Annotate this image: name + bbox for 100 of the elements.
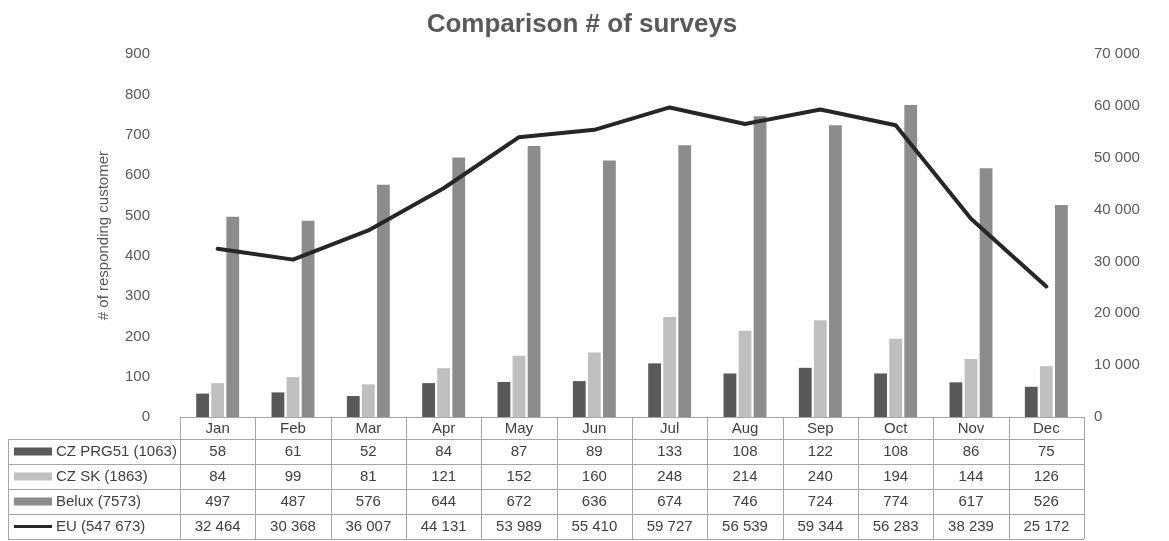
bar	[829, 125, 842, 417]
y-tick-label: 300	[124, 286, 150, 304]
data-label: 52	[359, 441, 377, 459]
bar	[1024, 386, 1038, 417]
data-label: 214	[732, 466, 758, 484]
data-label: 25 172	[1023, 516, 1070, 534]
data-label: 774	[883, 491, 909, 509]
y-tick-label: 900	[124, 44, 150, 62]
data-label: 121	[431, 466, 457, 484]
data-label: 87	[510, 441, 528, 459]
y-tick-label: 0	[141, 407, 150, 425]
bar	[211, 383, 225, 417]
bar	[452, 157, 466, 417]
data-label: 44 131	[420, 516, 467, 534]
y-tick-label: 200	[124, 326, 150, 344]
data-label: 108	[883, 441, 909, 459]
x-tick-label: Apr	[431, 419, 456, 437]
bar	[979, 168, 993, 417]
bar	[587, 352, 601, 417]
x-tick-label: Mar	[355, 419, 382, 437]
bar	[346, 396, 360, 417]
bar	[904, 104, 918, 417]
data-label: 58	[209, 441, 227, 459]
data-label: 59 344	[797, 516, 844, 534]
bar	[527, 146, 541, 417]
legend-label: EU (547 673)	[56, 516, 146, 534]
data-label: 636	[581, 491, 607, 509]
bar	[422, 383, 435, 417]
y2-tick-label: 50 000	[1094, 148, 1140, 165]
bar	[377, 184, 390, 417]
data-label: 674	[657, 491, 683, 509]
data-label: 194	[883, 466, 909, 484]
data-label: 36 007	[345, 516, 392, 534]
x-tick-label: Oct	[883, 419, 909, 437]
bar	[813, 320, 827, 417]
x-tick-label: Jun	[582, 419, 607, 437]
x-tick-label: May	[504, 419, 534, 437]
x-tick-label: Dec	[1032, 419, 1061, 437]
y2-tick-label: 40 000	[1094, 199, 1140, 217]
y2-tick-label: 70 000	[1094, 44, 1140, 62]
data-label: 672	[506, 491, 532, 509]
data-label: 32 464	[194, 516, 241, 534]
bar	[1039, 366, 1053, 417]
data-label: 84	[435, 441, 453, 459]
y-tick-label: 800	[124, 84, 150, 102]
bar	[361, 384, 375, 417]
data-label: 84	[209, 466, 227, 484]
bar	[1055, 204, 1068, 417]
y-tick-label: 100	[124, 366, 150, 384]
data-label: 56 539	[722, 516, 768, 534]
data-label: 89	[585, 441, 603, 459]
data-label: 55 410	[571, 516, 618, 534]
bar	[753, 116, 767, 417]
data-label: 38 239	[948, 516, 994, 534]
bar	[437, 368, 451, 417]
x-tick-label: Jul	[660, 419, 680, 437]
bar	[964, 358, 978, 417]
chart-title: Comparison # of surveys	[426, 7, 738, 38]
data-label: 122	[807, 441, 833, 459]
bar	[497, 381, 511, 417]
legend-label: CZ PRG51 (1063)	[56, 441, 177, 459]
bar	[663, 317, 677, 417]
data-label: 497	[205, 491, 231, 509]
data-label: 99	[284, 466, 302, 484]
bar	[512, 355, 526, 417]
x-tick-label: Jan	[205, 419, 230, 437]
data-label: 644	[431, 491, 457, 509]
x-tick-label: Aug	[731, 419, 759, 437]
data-label: 61	[284, 441, 302, 459]
data-label: 487	[280, 491, 306, 509]
bar	[196, 393, 209, 417]
bar	[648, 363, 661, 417]
data-label: 133	[657, 441, 683, 459]
data-label: 56 283	[872, 516, 919, 534]
y-tick-label: 500	[124, 205, 150, 223]
legend-label: CZ SK (1863)	[56, 466, 148, 484]
y2-tick-label: 20 000	[1094, 303, 1140, 321]
bar	[723, 373, 737, 417]
y2-tick-label: 30 000	[1094, 251, 1140, 269]
y2-tick-label: 0	[1094, 407, 1103, 425]
y-tick-label: 600	[124, 165, 150, 183]
legend-label: Belux (7573)	[56, 491, 142, 509]
y-tick-label: 400	[124, 245, 150, 263]
bar	[226, 216, 240, 417]
bar	[572, 381, 586, 417]
data-label: 59 727	[646, 516, 693, 534]
data-label: 75	[1037, 441, 1055, 459]
x-tick-label: Sep	[806, 419, 834, 437]
x-tick-label: Feb	[280, 419, 306, 437]
data-label: 576	[355, 491, 381, 509]
data-label: 108	[732, 441, 758, 459]
bar	[603, 160, 616, 417]
bar	[301, 220, 315, 417]
data-label: 144	[958, 466, 984, 484]
data-label: 30 368	[270, 516, 316, 534]
bar	[271, 392, 285, 417]
data-label: 81	[359, 466, 377, 484]
y-tick-label: 700	[124, 124, 150, 142]
data-label: 526	[1033, 491, 1059, 509]
data-label: 152	[506, 466, 532, 484]
